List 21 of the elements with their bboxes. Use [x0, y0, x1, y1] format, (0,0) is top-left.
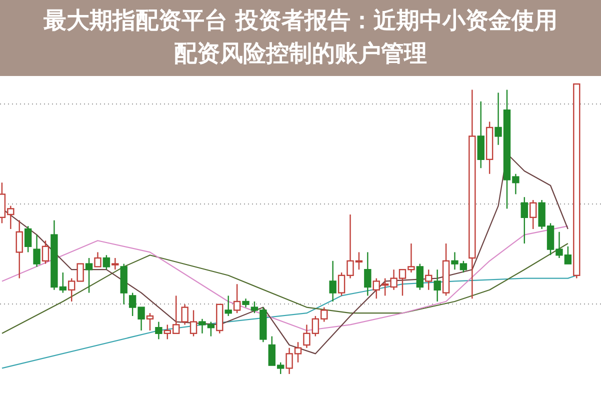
- candlestick: [477, 100, 484, 169]
- candlestick: [33, 234, 40, 268]
- candlestick: [16, 220, 23, 279]
- candlestick: [530, 199, 537, 230]
- candlestick: [434, 269, 441, 302]
- candlestick: [24, 226, 32, 253]
- candlestick: [85, 257, 93, 294]
- candlestick: [42, 240, 50, 264]
- candlestick: [364, 252, 372, 296]
- candlestick: [224, 295, 232, 317]
- candlestick: [94, 252, 102, 268]
- candlestick: [416, 263, 424, 290]
- candlestick: [112, 257, 119, 270]
- candlestick: [102, 254, 110, 270]
- chart-title: 最大期指配资平台 投资者报告：近期中小资金使用配资风险控制的账户管理: [42, 7, 558, 69]
- candlestick: [329, 260, 336, 302]
- candlestick: [425, 269, 432, 290]
- candlestick: [520, 196, 528, 244]
- candlestick: [155, 321, 162, 340]
- candlestick: [233, 284, 241, 314]
- candlestick: [146, 312, 154, 332]
